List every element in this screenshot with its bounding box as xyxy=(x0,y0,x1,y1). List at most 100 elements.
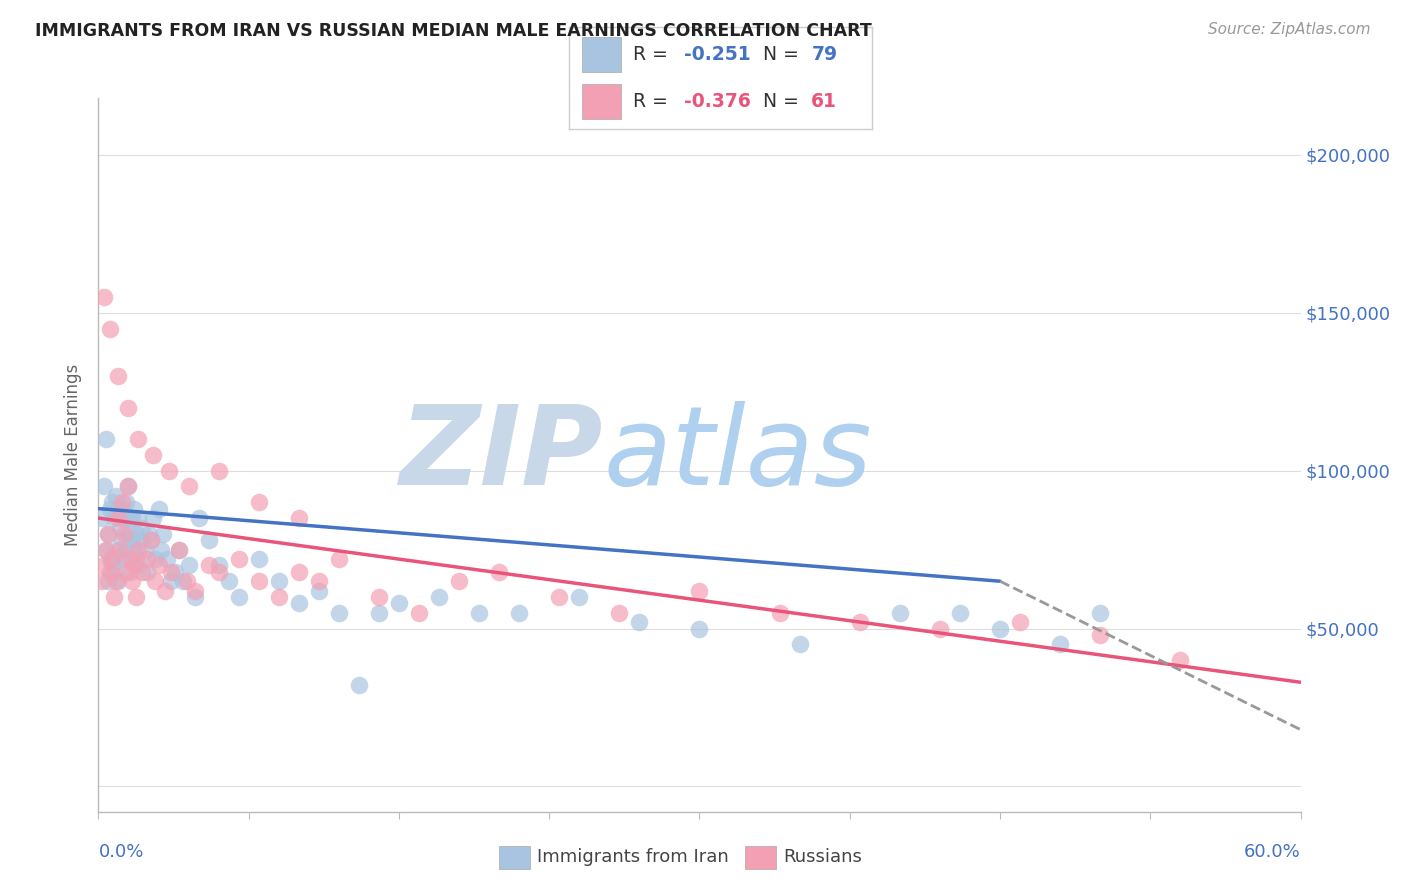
Point xyxy=(110,549,132,563)
Point xyxy=(105,542,128,557)
Point xyxy=(609,606,631,620)
Point xyxy=(135,565,157,579)
Point xyxy=(468,606,491,620)
Point xyxy=(689,583,711,598)
Point xyxy=(125,552,148,566)
Point xyxy=(267,590,290,604)
Point xyxy=(159,574,181,589)
Point xyxy=(101,495,124,509)
Text: -0.251: -0.251 xyxy=(685,45,751,64)
Point xyxy=(208,558,231,573)
Point xyxy=(125,590,148,604)
Point xyxy=(163,565,186,579)
Point xyxy=(117,526,139,541)
Point xyxy=(107,574,129,589)
Point xyxy=(134,542,156,557)
Point xyxy=(101,552,124,566)
Point xyxy=(107,501,129,516)
Point xyxy=(111,495,134,509)
Text: 0.0%: 0.0% xyxy=(98,843,143,861)
Text: N =: N = xyxy=(751,92,804,112)
Point xyxy=(128,432,150,446)
Point xyxy=(628,615,651,630)
Point xyxy=(117,479,139,493)
Point xyxy=(121,533,143,548)
Text: atlas: atlas xyxy=(603,401,872,508)
Point xyxy=(148,558,170,573)
Point xyxy=(148,501,170,516)
Point xyxy=(177,479,200,493)
Point xyxy=(117,401,139,415)
Text: IMMIGRANTS FROM IRAN VS RUSSIAN MEDIAN MALE EARNINGS CORRELATION CHART: IMMIGRANTS FROM IRAN VS RUSSIAN MEDIAN M… xyxy=(35,22,872,40)
Point xyxy=(247,574,270,589)
Point xyxy=(172,574,194,589)
Point xyxy=(929,622,952,636)
Point xyxy=(110,542,132,557)
Point xyxy=(167,542,190,557)
Point xyxy=(96,542,118,557)
Text: ZIP: ZIP xyxy=(399,401,603,508)
Point xyxy=(267,574,290,589)
Point xyxy=(368,606,391,620)
Point xyxy=(93,479,115,493)
Point xyxy=(124,501,146,516)
Text: N =: N = xyxy=(751,45,804,64)
Point xyxy=(1010,615,1032,630)
Point xyxy=(388,596,411,610)
Point xyxy=(120,565,142,579)
Point xyxy=(447,574,470,589)
Point xyxy=(128,511,150,525)
Point xyxy=(218,574,240,589)
Point xyxy=(548,590,571,604)
Point xyxy=(152,526,174,541)
Point xyxy=(96,542,118,557)
Point xyxy=(159,565,181,579)
Point xyxy=(308,583,330,598)
Point xyxy=(103,590,125,604)
Point xyxy=(183,590,205,604)
Point xyxy=(143,574,166,589)
Point xyxy=(849,615,872,630)
Point xyxy=(91,511,114,525)
Point xyxy=(427,590,450,604)
Text: R =: R = xyxy=(633,92,673,112)
Point xyxy=(107,511,129,525)
FancyBboxPatch shape xyxy=(582,37,621,72)
Point xyxy=(208,464,231,478)
Point xyxy=(1049,637,1071,651)
Point xyxy=(141,448,163,462)
Point xyxy=(408,606,430,620)
Point xyxy=(789,637,811,651)
Point xyxy=(769,606,792,620)
Point xyxy=(228,552,250,566)
Point xyxy=(149,542,172,557)
Point xyxy=(183,583,205,598)
Point xyxy=(308,574,330,589)
Point xyxy=(93,558,115,573)
Point xyxy=(288,511,311,525)
Point xyxy=(1170,653,1192,667)
Point xyxy=(128,542,150,557)
Point xyxy=(247,495,270,509)
Point xyxy=(110,520,132,534)
Point xyxy=(135,552,157,566)
Point xyxy=(125,526,148,541)
Point xyxy=(153,583,176,598)
Point xyxy=(139,533,162,548)
Text: Immigrants from Iran: Immigrants from Iran xyxy=(537,848,728,866)
Point xyxy=(97,574,120,589)
Point xyxy=(167,542,190,557)
Point xyxy=(100,501,122,516)
Point xyxy=(115,495,138,509)
Point xyxy=(100,565,122,579)
Point xyxy=(208,565,231,579)
Point xyxy=(114,511,136,525)
Point xyxy=(129,533,152,548)
Point xyxy=(508,606,530,620)
Point xyxy=(103,565,125,579)
Point xyxy=(115,565,138,579)
Point xyxy=(1088,606,1111,620)
Point xyxy=(115,542,138,557)
Point xyxy=(347,678,370,692)
Point xyxy=(328,606,350,620)
